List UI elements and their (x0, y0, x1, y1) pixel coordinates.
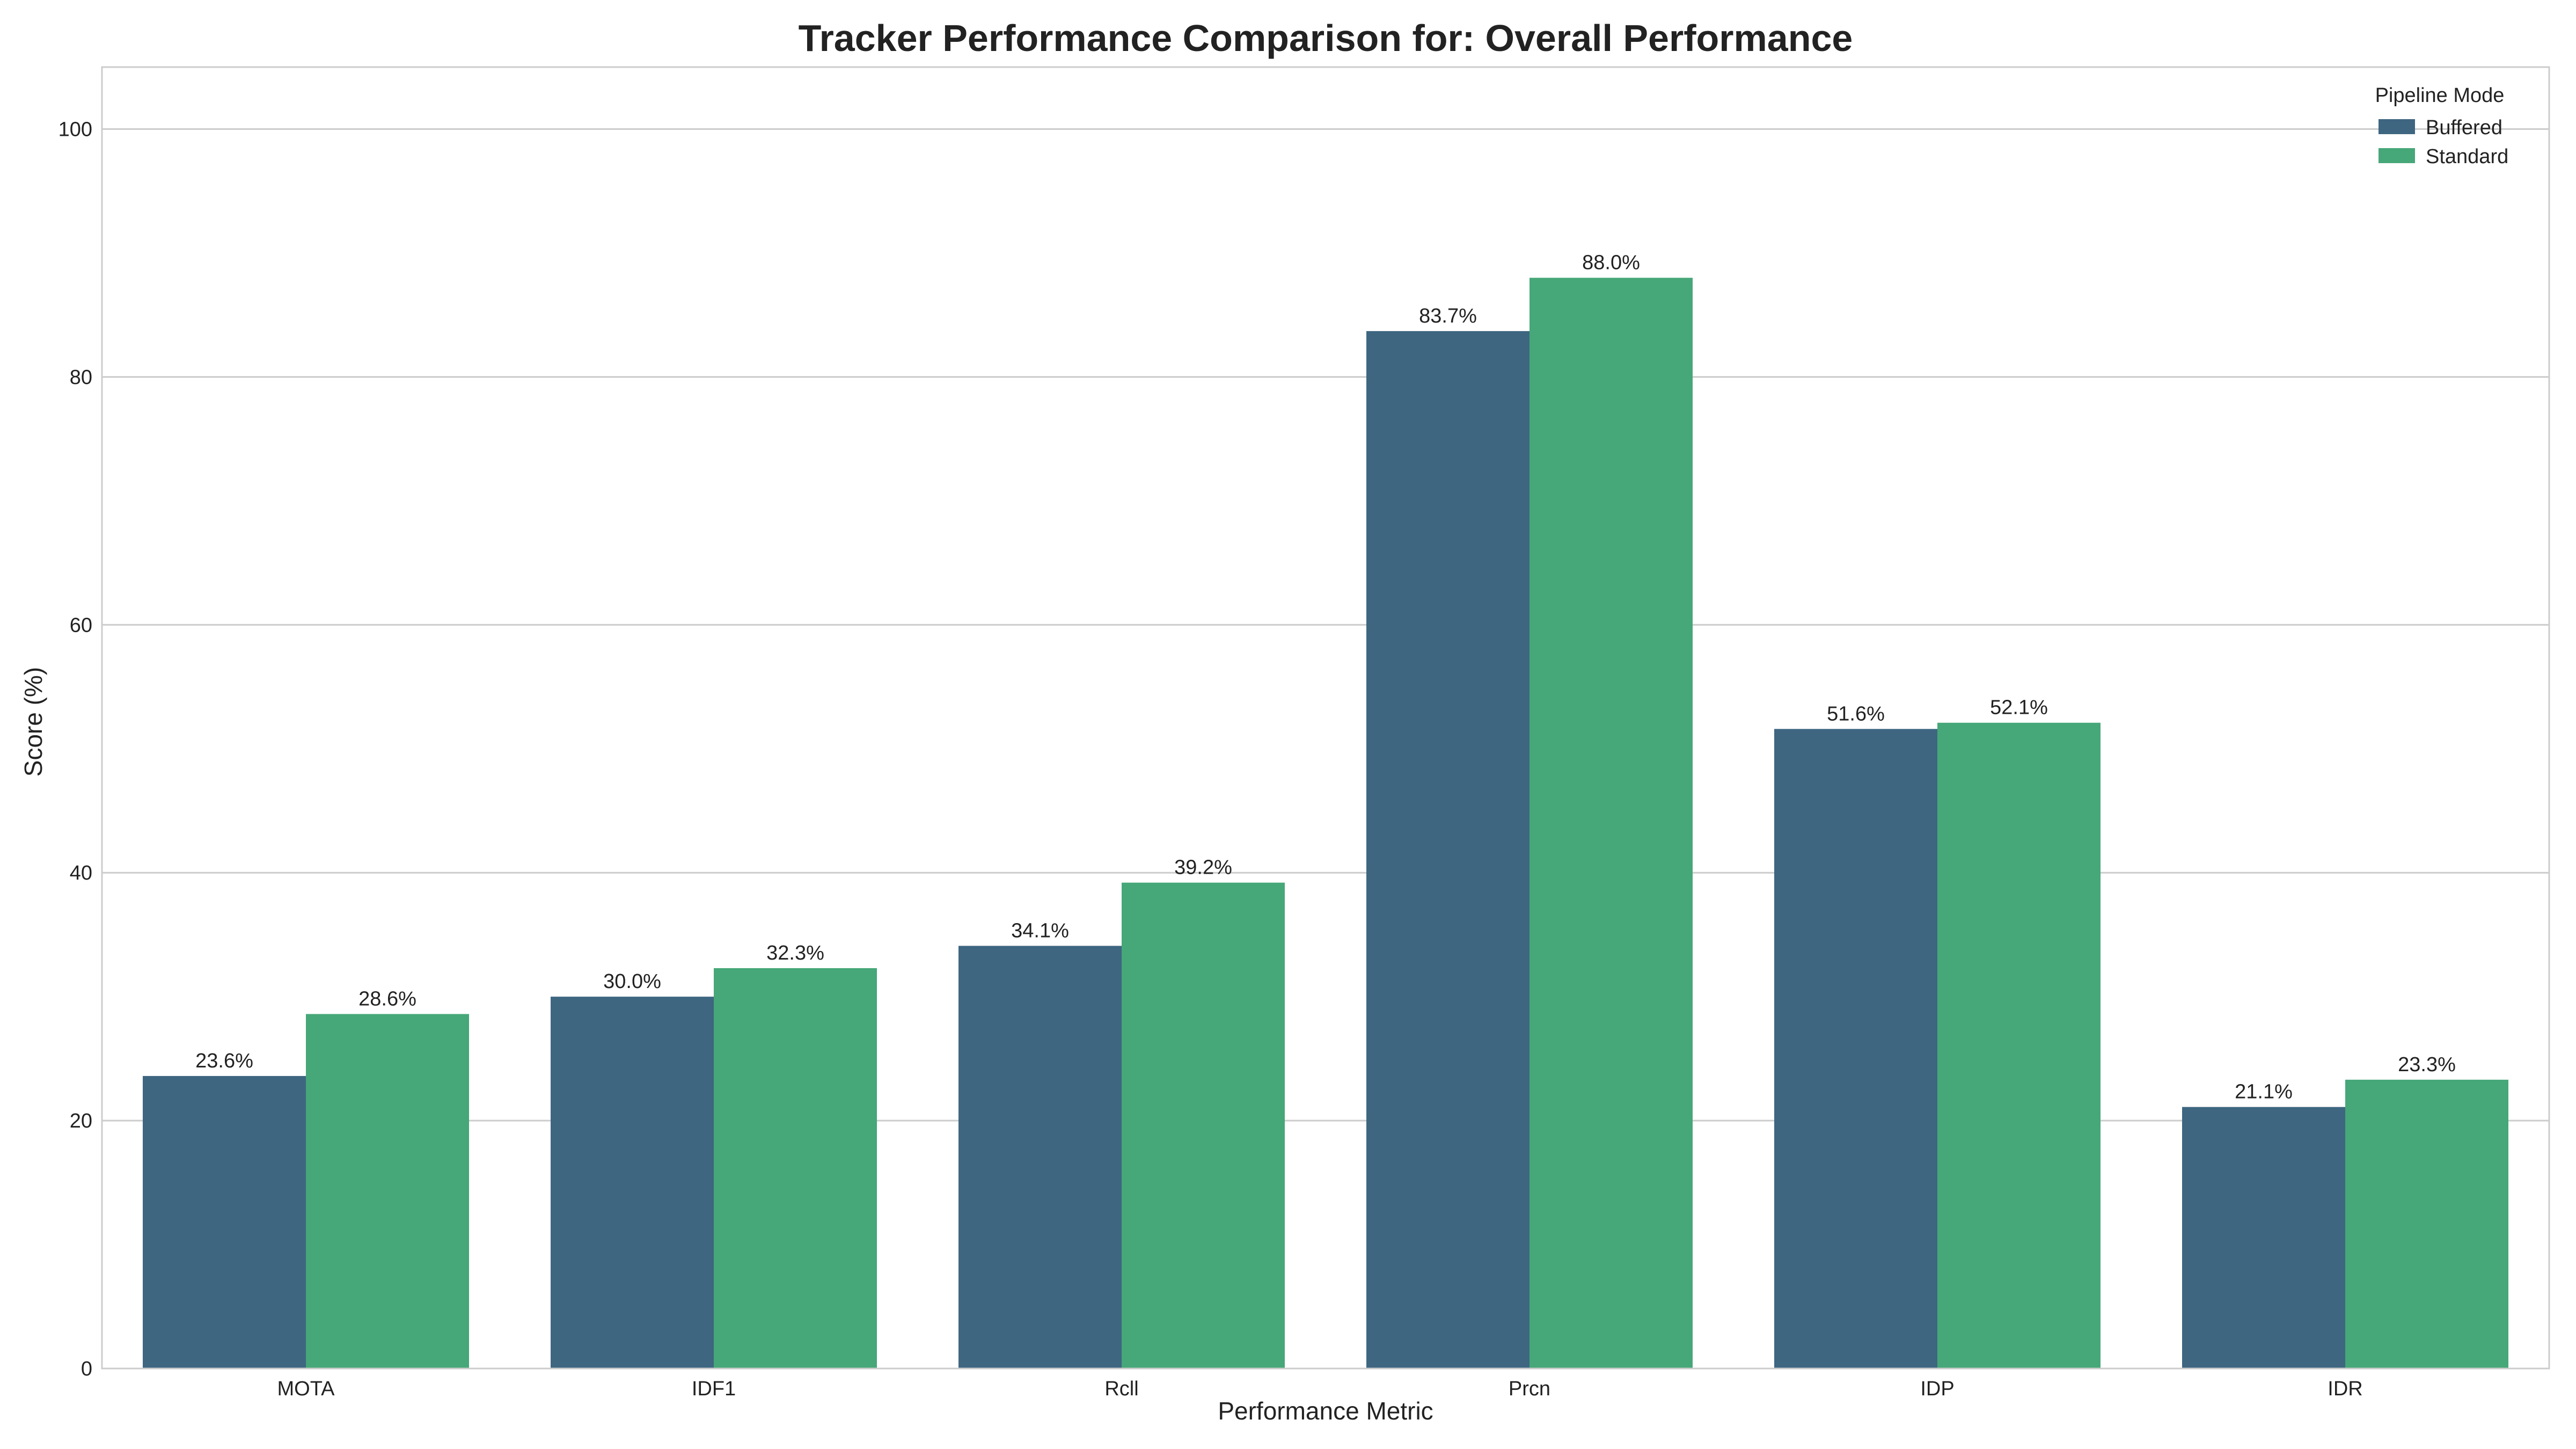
x-tick-label: IDF1 (692, 1378, 736, 1400)
y-tick-labels: 0 20 40 60 80 100 (58, 118, 92, 1380)
legend-label-standard: Standard (2426, 145, 2508, 168)
data-label-buffered-idr: 21.1% (2235, 1081, 2293, 1103)
y-tick-label: 20 (70, 1110, 92, 1132)
bar-buffered-mota (143, 1075, 306, 1368)
x-tick-label: Rcll (1104, 1378, 1138, 1400)
x-tick-label: MOTA (277, 1378, 335, 1400)
plot-frame (101, 66, 2550, 1370)
bar-buffered-prcn (1366, 331, 1529, 1368)
data-label-standard-idf1: 32.3% (766, 942, 824, 964)
data-label-standard-idr: 23.3% (2398, 1053, 2456, 1076)
bar-standard-prcn (1529, 277, 1693, 1368)
y-tick-label: 100 (58, 118, 92, 141)
x-axis-label: Performance Metric (1218, 1397, 1433, 1425)
data-label-buffered-rcll: 34.1% (1011, 919, 1069, 942)
bar-standard-rcll (1122, 882, 1285, 1368)
legend-title: Pipeline Mode (2375, 84, 2505, 107)
x-tick-label: IDP (1920, 1378, 1954, 1400)
data-label-buffered-mota: 23.6% (195, 1050, 253, 1072)
bar-standard-idf1 (714, 968, 877, 1368)
data-label-standard-idp: 52.1% (1990, 697, 2048, 719)
chart-title: Tracker Performance Comparison for: Over… (799, 17, 1853, 59)
data-labels: 23.6% 28.6% 30.0% 32.3% 34.1% 39.2% 83.7% 88.0%… (195, 252, 2456, 1103)
y-tick-label: 60 (70, 614, 92, 636)
data-label-standard-prcn: 88.0% (1582, 252, 1640, 274)
y-tick-label: 40 (70, 862, 92, 884)
data-label-buffered-idf1: 30.0% (603, 970, 661, 993)
y-tick-label: 80 (70, 366, 92, 389)
legend-swatch-buffered (2379, 119, 2415, 134)
data-label-standard-rcll: 39.2% (1174, 857, 1232, 879)
data-label-buffered-idp: 51.6% (1827, 702, 1885, 725)
bar-standard-idr (2345, 1079, 2508, 1368)
x-tick-label: IDR (2328, 1378, 2362, 1400)
y-tick-label: 0 (81, 1358, 92, 1380)
bar-standard-mota (306, 1014, 469, 1368)
data-label-buffered-prcn: 83.7% (1419, 305, 1477, 327)
bar-buffered-rcll (958, 946, 1122, 1368)
bar-buffered-idf1 (551, 997, 714, 1368)
bars (143, 277, 2508, 1368)
bar-standard-idp (1937, 722, 2101, 1368)
legend-swatch-standard (2379, 148, 2415, 163)
x-tick-labels: MOTA IDF1 Rcll Prcn IDP IDR (277, 1378, 2363, 1400)
x-tick-label: Prcn (1509, 1378, 1550, 1400)
legend-label-buffered: Buffered (2426, 116, 2502, 139)
legend: Pipeline Mode Buffered Standard (2375, 84, 2509, 168)
bar-buffered-idr (2182, 1107, 2345, 1368)
bar-buffered-idp (1774, 729, 1937, 1368)
data-label-standard-mota: 28.6% (358, 987, 416, 1010)
y-axis-label: Score (%) (19, 667, 47, 777)
